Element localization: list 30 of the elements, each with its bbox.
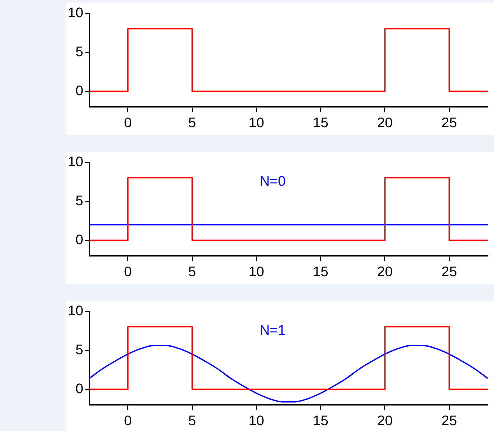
y-tick-label: 0	[76, 380, 84, 396]
text: N=1	[260, 322, 286, 338]
y-tick-label: 5	[76, 341, 84, 358]
x-tick-label: 25	[442, 412, 458, 428]
x-tick-label: 0	[124, 263, 132, 280]
y-tick-label: 10	[68, 302, 84, 318]
x-tick-label: 5	[188, 114, 196, 130]
y-tick-label: 0	[76, 231, 84, 248]
line-series	[88, 345, 489, 403]
y-tick-label: 10	[68, 153, 84, 170]
y-tick-label: 5	[76, 43, 84, 60]
x-tick-label: 10	[248, 114, 265, 130]
x-tick-label: 20	[377, 263, 394, 280]
x-tick-label: 0	[124, 412, 132, 428]
x-tick-label: 25	[442, 263, 458, 280]
x-tick-label: 5	[188, 412, 196, 428]
x-tick-label: 10	[248, 263, 265, 280]
y-tick-label: 0	[76, 82, 84, 98]
x-tick-label: 10	[248, 412, 265, 428]
x-tick-label: 0	[124, 114, 132, 130]
x-tick-label: 20	[377, 412, 394, 428]
x-tick-label: 15	[313, 412, 329, 428]
y-tick-label: 5	[76, 192, 84, 208]
x-tick-label: 20	[377, 114, 394, 130]
x-tick-label: 15	[313, 263, 329, 280]
text: N=0	[260, 172, 286, 189]
x-tick-label: 15	[313, 114, 329, 130]
y-tick-label: 10	[68, 4, 84, 20]
x-tick-label: 5	[188, 263, 196, 280]
x-tick-label: 25	[442, 114, 458, 130]
